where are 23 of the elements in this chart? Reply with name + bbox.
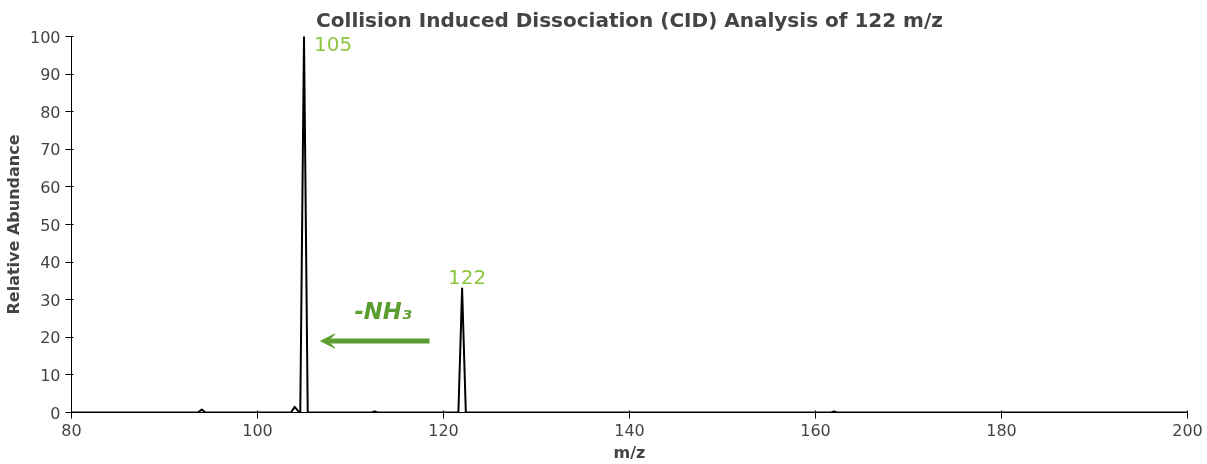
x-tick-label: 140 xyxy=(614,420,645,440)
y-tick-label: 90 xyxy=(40,65,61,85)
x-axis-title: m/z xyxy=(613,442,646,462)
y-tick-label: 20 xyxy=(40,328,61,348)
x-tick-label: 100 xyxy=(242,420,273,440)
x-tick-label: 200 xyxy=(1172,420,1203,440)
annotation: -NH₃ xyxy=(354,297,412,324)
y-tick-label: 80 xyxy=(40,102,61,122)
y-axis-title: Relative Abundance xyxy=(3,134,23,315)
annotation: 122 xyxy=(448,265,487,290)
y-tick-label: 0 xyxy=(50,403,61,423)
y-tick-label: 60 xyxy=(40,177,61,197)
y-tick-label: 10 xyxy=(40,365,61,385)
y-tick-label: 40 xyxy=(40,253,61,273)
y-tick-label: 100 xyxy=(29,27,61,47)
y-tick-label: 50 xyxy=(40,215,61,235)
chart-title: Collision Induced Dissociation (CID) Analysis of 122 m/z xyxy=(316,7,943,32)
x-tick-label: 180 xyxy=(986,420,1017,440)
x-tick-label: 160 xyxy=(800,420,831,440)
x-tick-label: 120 xyxy=(428,420,459,440)
y-tick-label: 70 xyxy=(40,140,61,160)
y-tick-label: 30 xyxy=(40,290,61,310)
x-tick-label: 80 xyxy=(61,420,82,440)
